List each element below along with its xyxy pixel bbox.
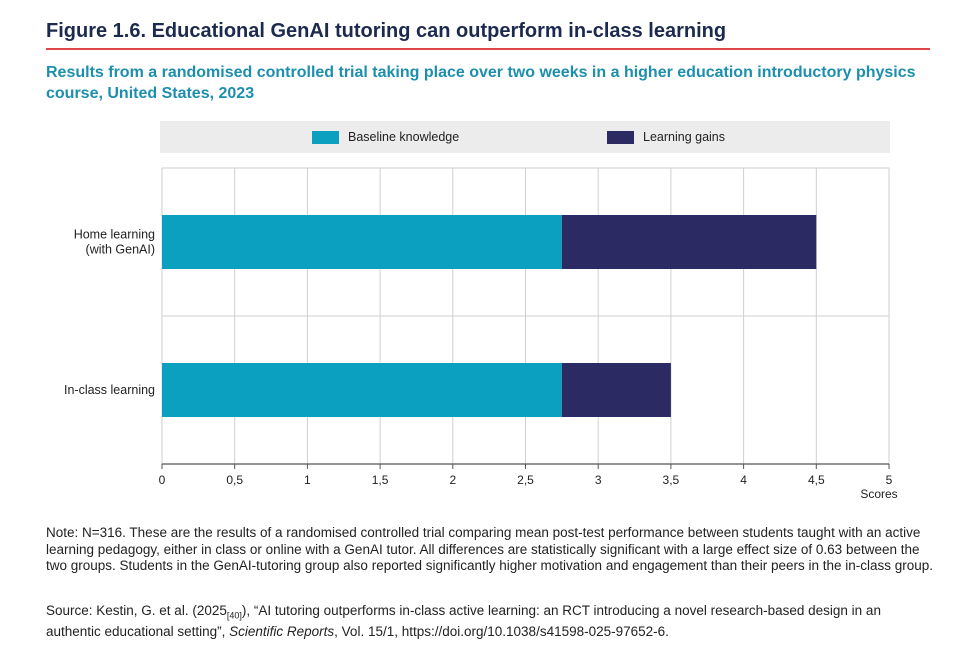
legend-item-gains: Learning gains [607, 121, 725, 153]
x-tick-label-7: 3,5 [663, 473, 680, 487]
x-tick-label-1: 0,5 [226, 473, 243, 487]
chart-source: Source: Kestin, G. et al. (2025[40]), “A… [46, 603, 936, 641]
bar-gains-1 [561, 363, 671, 417]
x-tick-label-5: 2,5 [517, 473, 534, 487]
figure-subtitle: Results from a randomised controlled tri… [46, 64, 916, 102]
legend-label-baseline: Baseline knowledge [348, 130, 460, 144]
figure-title: Figure 1.6. Educational GenAI tutoring c… [46, 20, 930, 50]
legend-item-baseline: Baseline knowledge [312, 121, 459, 153]
x-tick-label-9: 4,5 [808, 473, 825, 487]
source-ref: [40] [226, 610, 242, 621]
x-tick-label-10: 5 [886, 473, 893, 487]
legend-swatch-baseline [312, 130, 339, 144]
x-tick-label-8: 4 [740, 473, 747, 487]
bar-baseline-1 [162, 363, 562, 417]
category-label-1-0: In-class learning [64, 383, 155, 397]
x-tick-label-4: 2 [449, 473, 456, 487]
bar-gains-0 [561, 215, 817, 269]
x-tick-label-3: 1,5 [372, 473, 389, 487]
category-label-0-0: Home learning [74, 228, 155, 242]
chart-note: Note: N=316. These are the results of a … [46, 525, 934, 573]
x-tick-label-0: 0 [159, 473, 166, 487]
x-tick-label-6: 3 [595, 473, 602, 487]
source-middle: ), “AI tutoring outperforms in-class act… [46, 603, 881, 640]
x-tick-label-2: 1 [304, 473, 311, 487]
source-prefix: Source: Kestin, G. et al. (2025 [46, 603, 227, 618]
x-axis-title: Scores [860, 487, 897, 501]
source-suffix: , Vol. 15/1, https://doi.org/10.1038/s41… [334, 624, 669, 640]
bar-baseline-0 [162, 215, 562, 269]
source-journal: Scientific Reports [229, 624, 335, 640]
legend-swatch-gains [607, 130, 634, 144]
legend-label-gains: Learning gains [643, 130, 726, 144]
chart-legend: Baseline knowledge Learning gains [160, 121, 890, 153]
category-label-0-1: (with GenAI) [86, 243, 155, 257]
